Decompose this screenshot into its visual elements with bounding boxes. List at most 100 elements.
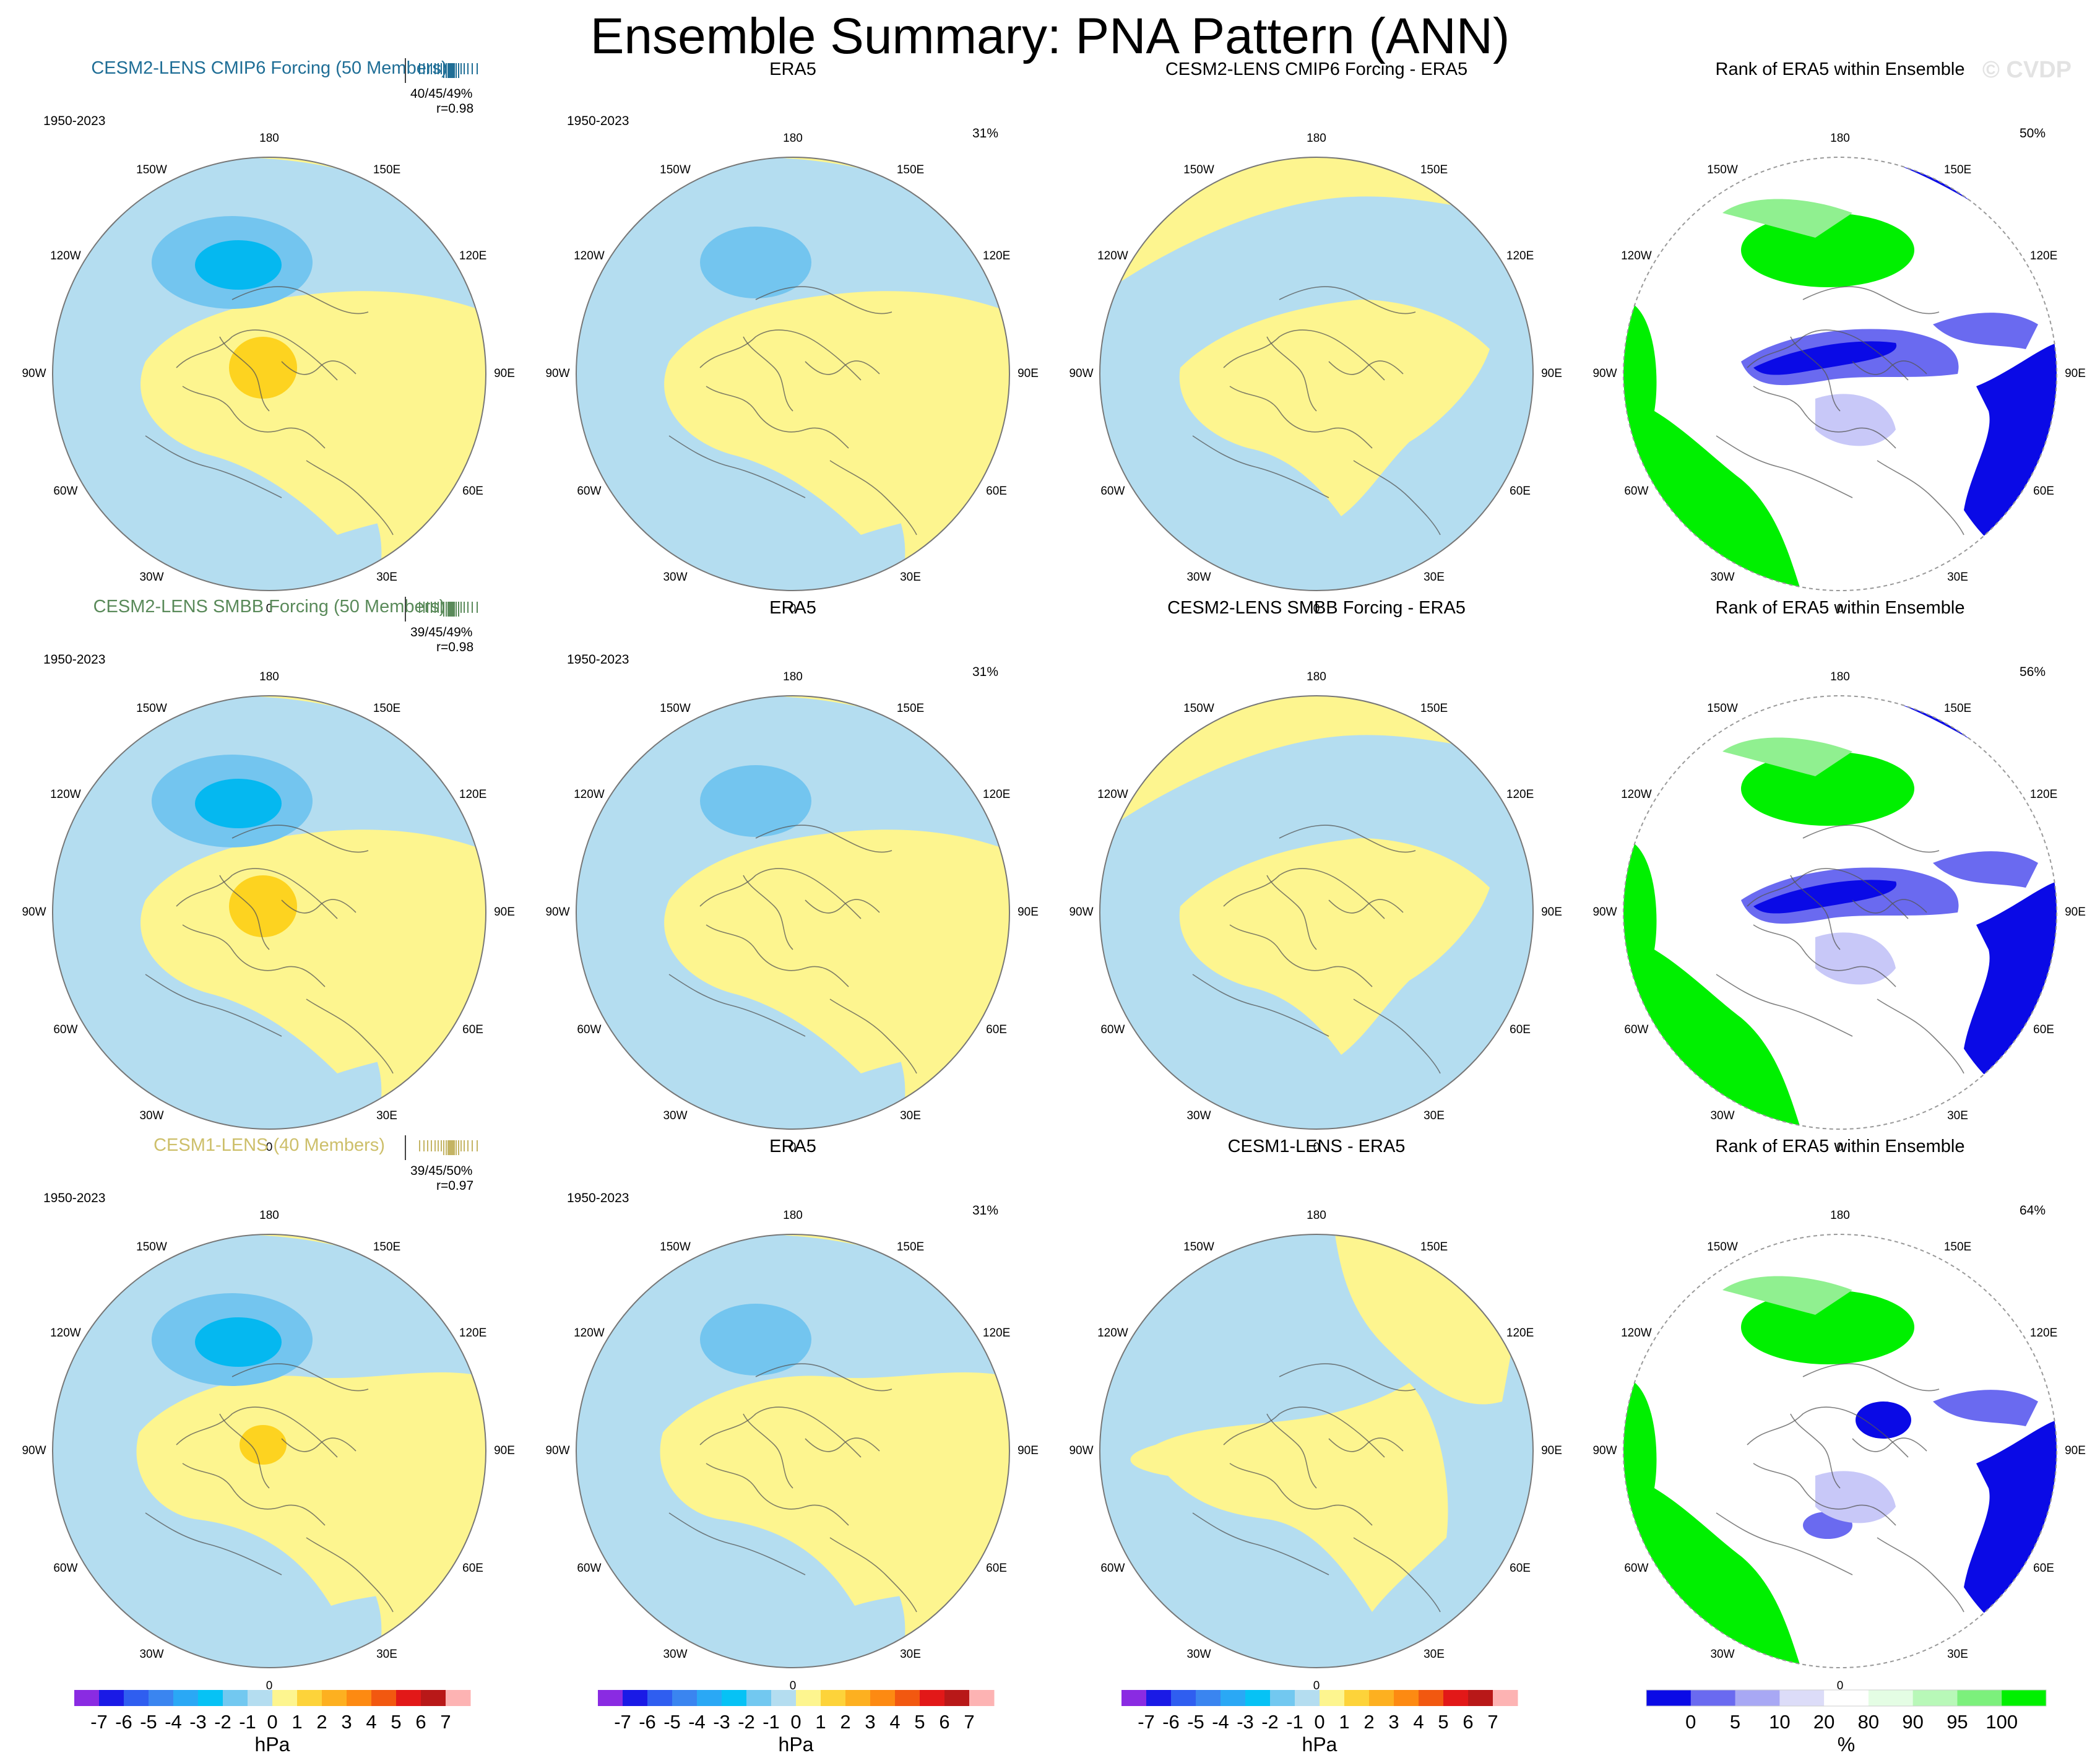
row0-diff-lon-label-90W: 90W bbox=[1069, 367, 1094, 380]
model-colorbar-swatch-2 bbox=[124, 1690, 149, 1706]
row2-model-lon-label-90E: 90E bbox=[494, 1444, 515, 1457]
row1-diff-lon-label-60E: 60E bbox=[1510, 1023, 1531, 1036]
row2-diff-lon-label-90W: 90W bbox=[1069, 1444, 1094, 1457]
row0-diff-lon-label-60E: 60E bbox=[1510, 485, 1531, 498]
row2-model-lon-label-60E: 60E bbox=[462, 1562, 483, 1575]
model-colorbar-tick-0: -7 bbox=[90, 1711, 108, 1733]
row1-obs-lon-label-120E: 120E bbox=[982, 788, 1011, 801]
model-colorbar-tick-12: 5 bbox=[391, 1711, 402, 1733]
model-colorbar-swatch-5 bbox=[198, 1690, 223, 1706]
diff-colorbar-tick-10: 3 bbox=[1388, 1711, 1399, 1733]
obs-colorbar bbox=[598, 1690, 995, 1706]
row2-rank-lon-label-90E: 90E bbox=[2065, 1444, 2086, 1457]
row0-model-stats: 40/45/49% bbox=[410, 87, 473, 101]
diff-colorbar-unit: hPa bbox=[1302, 1733, 1337, 1756]
row2-obs-lon-label-120W: 120W bbox=[574, 1327, 605, 1340]
model-colorbar-tick-11: 4 bbox=[366, 1711, 377, 1733]
row0-obs-lon-label-150E: 150E bbox=[896, 163, 925, 176]
row2-obs-lon-label-90E: 90E bbox=[1018, 1444, 1039, 1457]
positive-center bbox=[229, 337, 297, 399]
row2-diff-lon-label-180: 180 bbox=[1307, 1209, 1326, 1222]
obs-colorbar-tick-0: -7 bbox=[614, 1711, 631, 1733]
row2-model-lon-label-0: 0 bbox=[266, 1679, 273, 1692]
model-colorbar-swatch-7 bbox=[248, 1690, 273, 1706]
row1-obs-lon-label-150E: 150E bbox=[896, 701, 925, 715]
row2-rank-lon-label-150E: 150E bbox=[1943, 1240, 1972, 1254]
diff-colorbar-swatch-7 bbox=[1295, 1690, 1320, 1706]
row0-diff-lon-label-60W: 60W bbox=[1100, 485, 1125, 498]
row1-model-stats: 39/45/49% bbox=[410, 625, 473, 639]
row2-model-title: CESM1-LENS (40 Members) bbox=[153, 1135, 385, 1155]
copyright-watermark: © CVDP bbox=[1982, 57, 2072, 83]
model-colorbar-tick-3: -4 bbox=[165, 1711, 182, 1733]
aleutian-low-core bbox=[195, 240, 282, 290]
obs-colorbar-swatch-10 bbox=[845, 1690, 871, 1706]
model-colorbar-swatch-8 bbox=[272, 1690, 298, 1706]
row0-diff-lon-label-120E: 120E bbox=[1506, 249, 1534, 262]
figure-title: Ensemble Summary: PNA Pattern (ANN) bbox=[590, 8, 1510, 64]
obs-colorbar-swatch-2 bbox=[647, 1690, 673, 1706]
row2-obs-lon-label-120E: 120E bbox=[982, 1327, 1011, 1340]
rank-colorbar-swatch-1 bbox=[1690, 1690, 1736, 1706]
row1-rank-lon-label-30E: 30E bbox=[1947, 1109, 1968, 1123]
row2-diff-lon-label-150E: 150E bbox=[1420, 1240, 1448, 1254]
row1-obs-map bbox=[576, 695, 1010, 1130]
row1-model-lon-label-0: 0 bbox=[266, 1141, 273, 1154]
diff-colorbar-swatch-13 bbox=[1443, 1690, 1469, 1706]
row2-model-ensemble-ticks bbox=[405, 1135, 478, 1160]
row0-diff-lon-label-0: 0 bbox=[1313, 602, 1320, 615]
row2-model-lon-label-150E: 150E bbox=[373, 1240, 401, 1254]
row1-obs-lon-label-90W: 90W bbox=[545, 906, 570, 919]
obs-colorbar-swatch-8 bbox=[796, 1690, 821, 1706]
obs-colorbar-swatch-12 bbox=[895, 1690, 920, 1706]
row0-rank-lon-label-180: 180 bbox=[1830, 132, 1850, 145]
row0-diff-lon-label-30W: 30W bbox=[1186, 571, 1211, 584]
aleutian-low-outer bbox=[700, 765, 811, 837]
row2-model-lon-label-90W: 90W bbox=[22, 1444, 46, 1457]
row2-obs-lon-label-150E: 150E bbox=[896, 1240, 925, 1254]
row2-rank-lon-label-120E: 120E bbox=[2029, 1327, 2058, 1340]
obs-colorbar-swatch-7 bbox=[771, 1690, 797, 1706]
rank-colorbar-unit: % bbox=[1837, 1733, 1856, 1756]
obs-colorbar-tick-7: 0 bbox=[790, 1711, 802, 1733]
row0-rank-pct: 50% bbox=[2020, 126, 2046, 141]
model-colorbar-tick-9: 2 bbox=[316, 1711, 327, 1733]
row2-model-lon-label-120E: 120E bbox=[459, 1327, 487, 1340]
row0-diff-lon-label-30E: 30E bbox=[1424, 571, 1445, 584]
row2-model-lon-label-60W: 60W bbox=[53, 1562, 78, 1575]
row1-obs-lon-label-120W: 120W bbox=[574, 788, 605, 801]
row0-rank-lon-label-0: 0 bbox=[1836, 602, 1844, 615]
row0-model-lon-label-90E: 90E bbox=[494, 367, 515, 380]
positive-region-central bbox=[140, 291, 486, 535]
diff-colorbar bbox=[1121, 1690, 1518, 1706]
rank-high-pacific bbox=[1741, 1290, 1914, 1364]
row1-diff-lon-label-120W: 120W bbox=[1097, 788, 1128, 801]
rank-colorbar-swatch-8 bbox=[2002, 1690, 2047, 1706]
row0-obs-period: 1950-2023 bbox=[567, 114, 629, 128]
rank-colorbar-swatch-5 bbox=[1868, 1690, 1914, 1706]
row1-rank-lon-label-60E: 60E bbox=[2033, 1023, 2054, 1036]
diff-colorbar-tick-14: 7 bbox=[1487, 1711, 1498, 1733]
obs-colorbar-swatch-11 bbox=[870, 1690, 896, 1706]
rank-high-pacific bbox=[1741, 752, 1914, 826]
row0-obs-map bbox=[576, 157, 1010, 591]
row2-obs-lon-label-150W: 150W bbox=[660, 1240, 691, 1254]
row0-model-lon-label-30W: 30W bbox=[139, 571, 164, 584]
row2-obs-lon-label-30W: 30W bbox=[663, 1648, 688, 1661]
row0-obs-pct: 31% bbox=[972, 126, 999, 141]
row2-rank-pct: 64% bbox=[2020, 1203, 2046, 1218]
obs-colorbar-tick-14: 7 bbox=[964, 1711, 975, 1733]
aleutian-low-outer bbox=[700, 227, 811, 298]
row1-model-lon-label-60E: 60E bbox=[462, 1023, 483, 1036]
rank-colorbar bbox=[1646, 1689, 2047, 1707]
row1-rank-pct: 56% bbox=[2020, 665, 2046, 679]
row2-rank-lon-label-120W: 120W bbox=[1621, 1327, 1652, 1340]
diff-colorbar-swatch-1 bbox=[1146, 1690, 1172, 1706]
row1-model-lon-label-90W: 90W bbox=[22, 906, 46, 919]
row0-obs-lon-label-60E: 60E bbox=[986, 485, 1007, 498]
row1-model-lon-label-120W: 120W bbox=[50, 788, 81, 801]
row0-obs-lon-label-150W: 150W bbox=[660, 163, 691, 176]
row0-obs-title: ERA5 bbox=[769, 59, 816, 79]
rank-colorbar-swatch-7 bbox=[1957, 1690, 2002, 1706]
obs-colorbar-tick-1: -6 bbox=[639, 1711, 656, 1733]
